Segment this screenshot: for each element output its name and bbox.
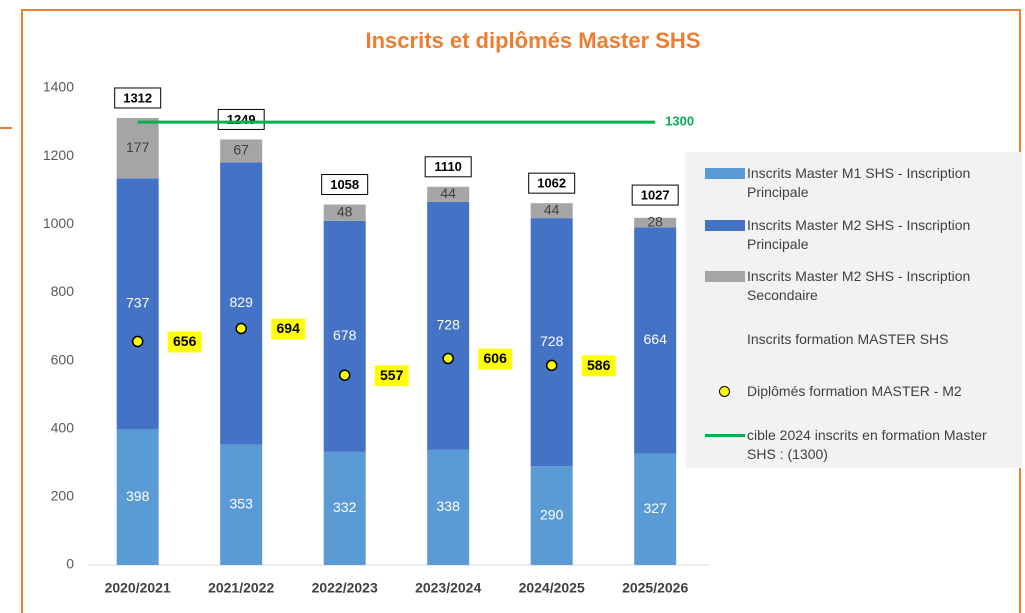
- bar-segment: [634, 453, 677, 565]
- value-label-bg: [478, 348, 513, 370]
- total-label-box: [528, 172, 576, 194]
- data-label: 606: [484, 350, 508, 366]
- y-tick-label: 1200: [43, 147, 74, 163]
- bar-segment: [220, 139, 263, 163]
- data-label: 1300: [665, 114, 694, 129]
- bar-segment: [116, 178, 159, 430]
- point: [545, 359, 558, 372]
- data-label: 737: [126, 295, 150, 311]
- legend-swatch: [705, 434, 745, 437]
- legend-swatch: [705, 168, 745, 179]
- data-label: 728: [540, 333, 564, 349]
- point: [338, 369, 351, 381]
- total-label: 1312: [123, 90, 152, 105]
- bar-segment: [116, 117, 159, 179]
- data-label: 48: [337, 203, 353, 219]
- bar-segment: [323, 220, 366, 452]
- total-label-box: [114, 87, 162, 109]
- bar-segment: [530, 466, 573, 565]
- bar-segment: [323, 451, 366, 565]
- legend-swatch: [705, 220, 745, 231]
- legend-label: cible 2024 inscrits en formation Master …: [747, 427, 987, 462]
- value-label-bg: [374, 365, 409, 387]
- total-label: 1027: [641, 188, 670, 203]
- data-label: 327: [644, 500, 668, 516]
- data-label: 67: [233, 142, 249, 158]
- legend: Inscrits Master M1 SHS - Inscription Pri…: [685, 152, 1022, 468]
- bar-segment: [427, 201, 470, 450]
- bar-segment: [220, 162, 263, 445]
- x-tick-label: 2022/2023: [312, 580, 378, 596]
- legend-label: Inscrits Master M1 SHS - Inscription Pri…: [747, 165, 971, 200]
- total-label: 1249: [227, 112, 256, 127]
- legend-label: Inscrits formation MASTER SHS: [747, 331, 949, 347]
- data-label: 557: [380, 367, 404, 383]
- bar-segment: [530, 203, 573, 219]
- bar-segment: [323, 204, 366, 221]
- point: [442, 352, 454, 365]
- y-tick-label: 200: [51, 488, 75, 504]
- value-label-bg: [581, 355, 616, 377]
- data-label: 338: [437, 498, 461, 514]
- data-label: 332: [333, 499, 357, 515]
- legend-swatch: [719, 386, 730, 397]
- data-label: 829: [230, 294, 254, 310]
- data-label: 28: [647, 213, 663, 229]
- data-label: 44: [544, 201, 560, 217]
- data-label: 656: [173, 333, 197, 349]
- data-label: 398: [126, 488, 150, 504]
- y-tick-label: 400: [51, 419, 75, 435]
- x-tick-label: 2020/2021: [105, 580, 171, 596]
- total-label: 1058: [330, 177, 359, 192]
- bar-segment: [634, 227, 677, 454]
- bar-segment: [116, 429, 159, 565]
- legend-label: Diplômés formation MASTER - M2: [747, 383, 962, 399]
- bar-segment: [427, 449, 470, 565]
- y-tick-label: 600: [51, 351, 75, 367]
- data-label: 678: [333, 327, 357, 343]
- total-label: 1110: [434, 159, 462, 174]
- total-label: 1062: [537, 176, 566, 191]
- chart-title: Inscrits et diplômés Master SHS: [366, 28, 701, 53]
- point: [131, 335, 144, 348]
- y-tick-label: 1400: [43, 79, 74, 95]
- legend-label: Inscrits Master M2 SHS - Inscription Pri…: [747, 217, 971, 252]
- legend-swatch: [705, 271, 745, 282]
- point: [235, 322, 247, 335]
- y-tick-label: 800: [51, 283, 75, 299]
- total-label-box: [631, 184, 679, 206]
- y-tick-label: 0: [66, 556, 74, 572]
- data-label: 728: [437, 317, 461, 333]
- bar-segment: [530, 218, 573, 467]
- value-label-bg: [167, 331, 202, 353]
- legend-label: Inscrits Master M2 SHS - Inscription Sec…: [747, 268, 971, 303]
- total-label-box: [321, 174, 369, 196]
- data-label: 353: [230, 496, 254, 512]
- bar-segment: [220, 444, 263, 565]
- data-label: 44: [440, 185, 456, 201]
- y-tick-label: 1000: [43, 215, 74, 231]
- data-label: 664: [644, 331, 668, 347]
- total-label-box: [424, 156, 472, 178]
- data-label: 586: [587, 357, 611, 373]
- bar-segment: [634, 217, 677, 228]
- x-tick-label: 2023/2024: [415, 580, 481, 596]
- total-label-box: [217, 108, 265, 130]
- data-label: 290: [540, 506, 564, 522]
- bar-segment: [427, 186, 470, 202]
- value-label-bg: [271, 318, 306, 340]
- x-tick-label: 2025/2026: [622, 580, 688, 596]
- x-tick-label: 2024/2025: [519, 580, 585, 596]
- data-label: 177: [126, 139, 150, 155]
- x-tick-label: 2021/2022: [208, 580, 274, 596]
- data-label: 694: [277, 320, 301, 336]
